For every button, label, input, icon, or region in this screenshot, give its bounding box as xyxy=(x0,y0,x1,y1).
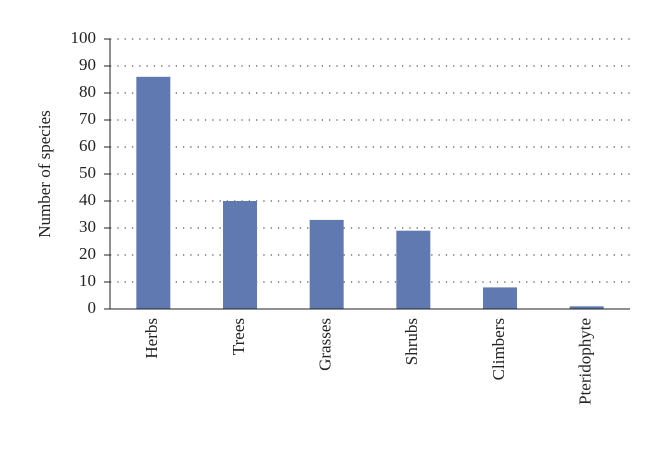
x-tick-label: Grasses xyxy=(316,318,335,371)
y-tick-label: 80 xyxy=(79,82,96,101)
y-tick-label: 100 xyxy=(71,28,97,47)
x-tick-label: Shrubs xyxy=(402,318,421,365)
y-axis-label: Number of species xyxy=(35,110,54,237)
x-tick-label: Trees xyxy=(229,318,248,355)
x-tick-label: Pteridophyte xyxy=(576,318,595,405)
bar xyxy=(396,230,431,309)
bar xyxy=(136,76,171,309)
y-tick-label: 10 xyxy=(79,271,96,290)
y-tick-label: 90 xyxy=(79,55,96,74)
x-tick-label: Herbs xyxy=(142,318,161,359)
y-tick-label: 70 xyxy=(79,109,96,128)
y-tick-label: 40 xyxy=(79,190,96,209)
bar xyxy=(309,219,344,309)
y-tick-label: 0 xyxy=(88,298,97,317)
y-tick-label: 50 xyxy=(79,163,96,182)
y-tick-label: 20 xyxy=(79,244,96,263)
y-tick-label: 60 xyxy=(79,136,96,155)
bar xyxy=(483,287,517,309)
bar xyxy=(569,306,604,309)
y-tick-label: 30 xyxy=(79,217,96,236)
bar xyxy=(223,201,257,309)
x-tick-label: Climbers xyxy=(489,318,508,380)
